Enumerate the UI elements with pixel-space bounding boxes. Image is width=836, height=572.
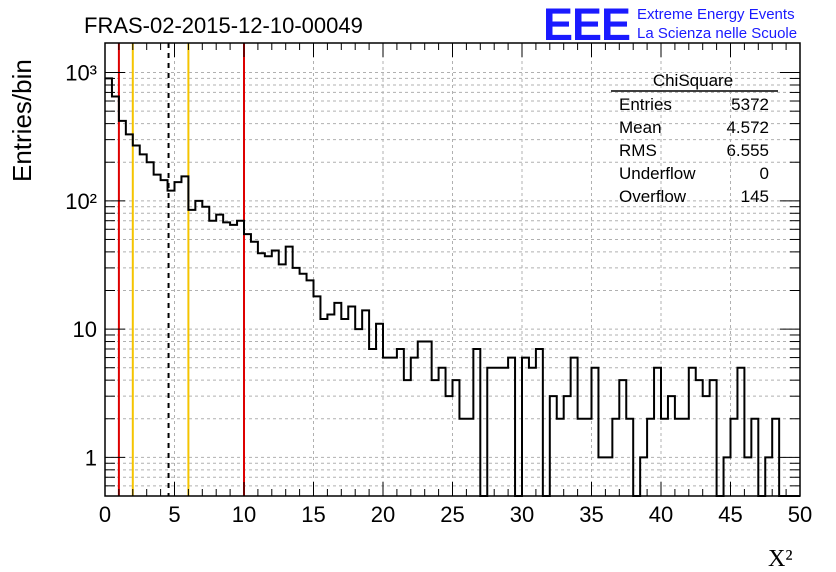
- stats-box: ChiSquare Entries 5372 Mean 4.572 RMS 6.555 Un…: [611, 71, 778, 206]
- x-tick-label: 40: [649, 502, 673, 527]
- x-tick-labels: 0 5 10 15 20 25 30 35 40 45 50: [99, 502, 812, 527]
- eee-logo-text: EEE: [543, 0, 630, 50]
- plot-title: FRAS-02-2015-12-10-00049: [84, 13, 363, 38]
- grid-lines: [105, 43, 800, 497]
- x-tick-label: 30: [510, 502, 534, 527]
- logo-subtitle-line2: La Scienza nelle Scuole: [637, 25, 797, 42]
- x-tick-label: 10: [232, 502, 256, 527]
- stats-row-label: Underflow: [619, 164, 696, 183]
- stats-rows: Entries 5372 Mean 4.572 RMS 6.555 Underflow 0 Ov…: [619, 95, 769, 206]
- y-tick-label: 10: [73, 317, 97, 342]
- axes: [104, 42, 801, 497]
- x-tick-label: 50: [788, 502, 812, 527]
- x-axis-title: X²: [768, 546, 793, 572]
- y-tick-labels: 1 10 10² 10³: [65, 61, 97, 471]
- stats-title: ChiSquare: [653, 71, 733, 90]
- x-tick-label: 5: [168, 502, 180, 527]
- stats-row-label: Mean: [619, 118, 662, 137]
- stats-row-label: Entries: [619, 95, 672, 114]
- eee-logo: EEE Extreme Energy Events La Scienza nel…: [543, 0, 797, 50]
- histogram-step-line: [105, 77, 800, 497]
- x-tick-label: 35: [579, 502, 603, 527]
- stats-row-label: RMS: [619, 141, 657, 160]
- x-tick-label: 45: [718, 502, 742, 527]
- y-tick-label: 1: [85, 445, 97, 470]
- stats-row-value: 4.572: [726, 118, 769, 137]
- y-axis-title: Entries/bin: [7, 59, 37, 182]
- stats-row-value: 145: [741, 187, 769, 206]
- stats-row-value: 0: [760, 164, 769, 183]
- stats-row-value: 6.555: [726, 141, 769, 160]
- x-tick-label: 20: [371, 502, 395, 527]
- y-tick-label: 10³: [65, 61, 97, 86]
- logo-subtitle-line1: Extreme Energy Events: [637, 6, 795, 23]
- stats-row-label: Overflow: [619, 187, 687, 206]
- y-tick-label: 10²: [65, 189, 97, 214]
- x-tick-label: 25: [440, 502, 464, 527]
- x-tick-label: 0: [99, 502, 111, 527]
- stats-row-value: 5372: [731, 95, 769, 114]
- x-tick-label: 15: [301, 502, 325, 527]
